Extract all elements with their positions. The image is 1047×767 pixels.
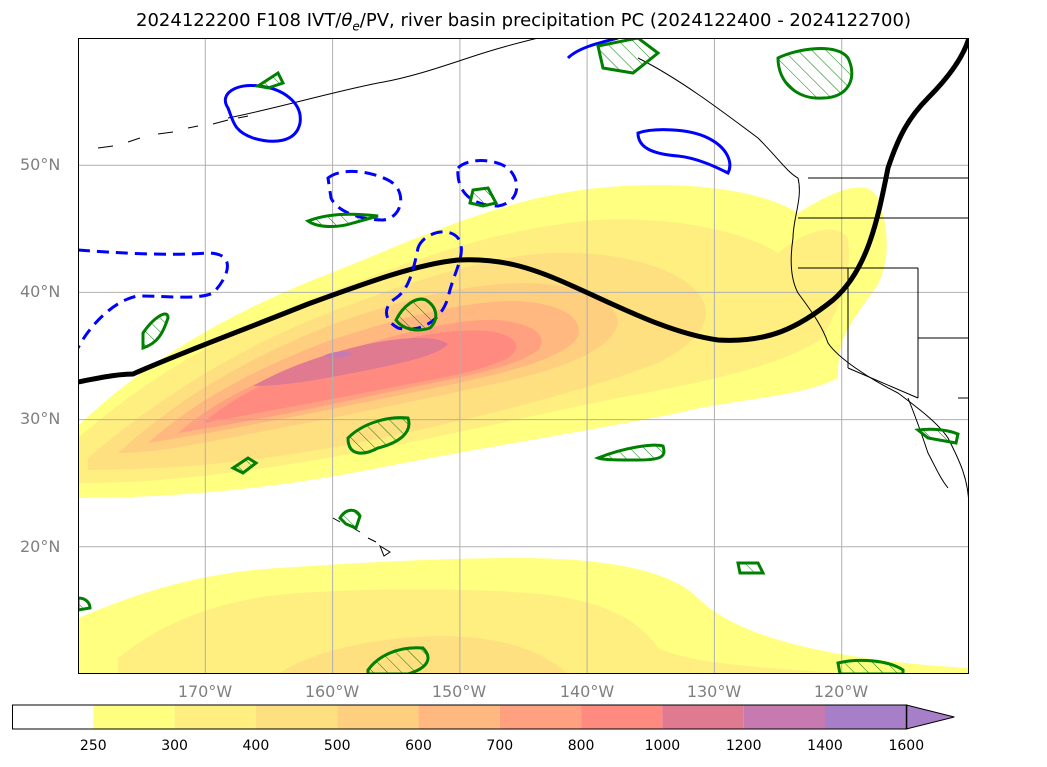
precip-14 — [836, 658, 905, 674]
alaska-coast — [227, 38, 539, 119]
colorbar-segment-6 — [499, 705, 582, 729]
precip-4 — [304, 212, 379, 228]
precip-5 — [468, 186, 499, 208]
precip-3 — [776, 47, 854, 100]
precip-7 — [141, 312, 170, 351]
precip-1 — [254, 70, 286, 90]
colorbar-segment-2 — [174, 705, 256, 729]
precip-15 — [914, 427, 960, 445]
colorbar-frame — [12, 704, 908, 730]
colorbar-segment-4 — [337, 705, 419, 729]
colorbar-label-1600: 1600 — [888, 738, 925, 754]
lon-label-150w: 150°W — [431, 682, 487, 701]
colorbar-label-300: 300 — [161, 738, 188, 754]
colorbar-segment-8 — [662, 705, 744, 729]
precip-6 — [394, 297, 438, 332]
lon-label-170w: 170°W — [177, 682, 233, 701]
colorbar-label-700: 700 — [486, 738, 514, 754]
ivt-south-300 — [118, 589, 858, 674]
colorbar-segment-5 — [418, 705, 500, 729]
title-suffix: /PV, river basin precipitation PC (20241… — [359, 10, 911, 31]
pv-contours — [78, 38, 732, 349]
ivt-800 — [203, 330, 517, 423]
colorbar-extend-arrow — [905, 704, 955, 730]
pv-solid-2 — [566, 38, 732, 176]
pv-solid-1 — [224, 83, 302, 143]
ivt-1000 — [253, 338, 448, 386]
precip-10 — [593, 443, 666, 462]
colorbar-label-600: 600 — [405, 738, 432, 754]
precip-8 — [346, 416, 411, 455]
colorbar-segment-10 — [825, 705, 907, 729]
aleutian-islands — [97, 115, 249, 149]
title-theta-sub: e — [352, 19, 360, 34]
lon-label-140w: 140°W — [559, 682, 615, 701]
precip-16 — [78, 596, 92, 612]
precip-2 — [596, 38, 661, 75]
precip-9 — [230, 456, 259, 475]
colorbar-label-1000: 1000 — [644, 738, 681, 754]
lon-label-130w: 130°W — [686, 682, 742, 701]
ivt-1200 — [323, 351, 353, 358]
lon-label-160w: 160°W — [304, 682, 360, 701]
title-prefix: 2024122200 F108 IVT/ — [136, 10, 342, 31]
pv-dashed-3 — [78, 248, 229, 349]
lat-label-30: 30°N — [20, 409, 61, 428]
precip-12 — [736, 561, 766, 575]
colorbar-label-800: 800 — [567, 738, 595, 754]
colorbar-label-400: 400 — [242, 738, 270, 754]
colorbar-label-1200: 1200 — [725, 738, 762, 754]
colorbar-label-500: 500 — [323, 738, 351, 754]
title-theta: θ — [341, 10, 353, 31]
map-panel — [78, 38, 969, 674]
theta-e-contour — [78, 38, 969, 385]
pv-dashed-2 — [456, 159, 519, 208]
map-title: 2024122200 F108 IVT/θe/PV, river basin p… — [0, 10, 1047, 34]
alaska-panhandle — [637, 57, 799, 179]
lat-label-40: 40°N — [20, 282, 61, 301]
colorbar-segment-3 — [255, 705, 338, 729]
colorbar-label-1400: 1400 — [807, 738, 843, 754]
lat-label-20: 20°N — [20, 537, 61, 556]
colorbar-label-250: 250 — [79, 738, 107, 754]
graticule — [78, 38, 969, 674]
colorbar — [12, 704, 955, 730]
colorbar-segment-1 — [93, 705, 175, 729]
precip-13 — [366, 646, 430, 674]
colorbar-segment-7 — [581, 705, 663, 729]
lon-label-120w: 120°W — [813, 682, 869, 701]
hawaii-islands — [332, 517, 391, 557]
precip-contours — [78, 38, 960, 674]
colorbar-segment-0 — [12, 705, 94, 729]
baja-coast — [907, 397, 949, 489]
lat-label-50: 50°N — [20, 155, 61, 174]
colorbar-segment-9 — [743, 705, 825, 729]
precip-11 — [338, 508, 362, 530]
pv-dashed-1 — [326, 169, 403, 222]
